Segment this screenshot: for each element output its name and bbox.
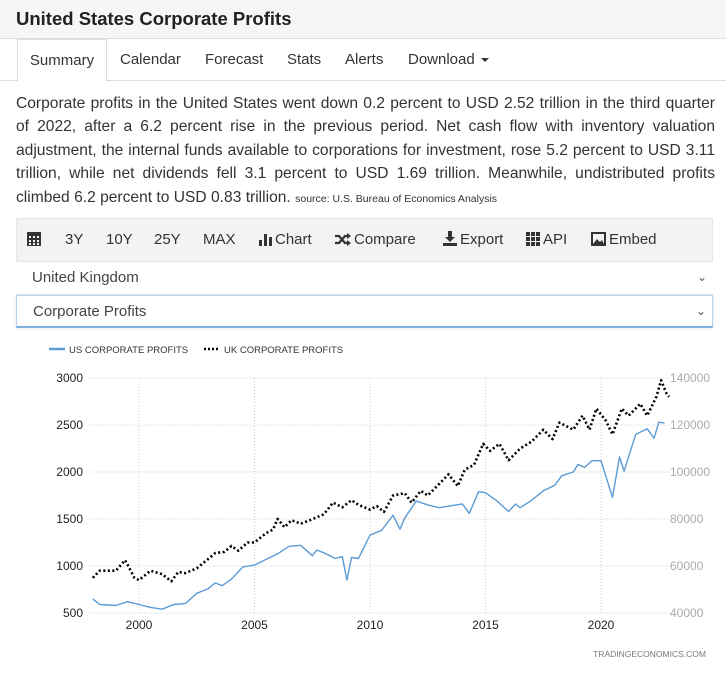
export-button[interactable]: Export — [443, 231, 503, 248]
range-max-button[interactable]: MAX — [203, 231, 236, 248]
bar-chart-icon — [259, 234, 272, 246]
tab-download-label: Download — [408, 51, 475, 68]
x-tick-label: 2020 — [588, 618, 615, 632]
y-right-tick-label: 40000 — [670, 606, 704, 620]
tab-calendar[interactable]: Calendar — [120, 51, 181, 68]
api-button[interactable]: API — [526, 231, 567, 248]
summary-text: Corporate profits in the United States w… — [16, 92, 715, 211]
tab-alerts[interactable]: Alerts — [345, 51, 384, 68]
shuffle-icon — [335, 233, 351, 246]
uk-profits-line — [91, 378, 671, 583]
download-icon — [443, 231, 457, 246]
compare-button[interactable]: Compare — [335, 231, 416, 248]
y-left-tick-label: 2000 — [56, 465, 83, 479]
chart-container: 500 40000 1000 60000 1500 80000 2000 100000 2500… — [16, 330, 716, 670]
source-text: source: U.S. Bureau of Economics Analysi… — [295, 192, 498, 205]
title-bar: United States Corporate Profits — [0, 0, 726, 39]
indicator-select[interactable]: Corporate Profits ⌄ — [16, 295, 713, 328]
country-select-value: United Kingdom — [32, 269, 139, 286]
tab-bar: Summary Calendar Forecast Stats Alerts D… — [0, 39, 726, 82]
y-right-tick-label: 80000 — [670, 512, 704, 526]
y-left-tick-label: 1500 — [56, 512, 83, 526]
y-left-tick-label: 500 — [63, 606, 83, 620]
calendar-icon — [27, 232, 41, 246]
tab-summary[interactable]: Summary — [17, 39, 107, 82]
grid-icon — [526, 232, 540, 246]
chart-toolbar: 3Y 10Y 25Y MAX Chart Compare Export API … — [16, 218, 713, 262]
tab-download[interactable]: Download — [408, 39, 489, 81]
us-profits-line — [92, 421, 665, 610]
legend-us-label: US CORPORATE PROFITS — [69, 345, 188, 356]
range-10y-button[interactable]: 10Y — [106, 231, 133, 248]
y-left-tick-label: 2500 — [56, 418, 83, 432]
x-tick-label: 2015 — [472, 618, 499, 632]
tab-forecast[interactable]: Forecast — [205, 51, 264, 68]
chart-label: Chart — [275, 231, 312, 248]
embed-label: Embed — [609, 231, 657, 248]
summary-body: Corporate profits in the United States w… — [16, 95, 715, 206]
image-icon — [591, 232, 606, 246]
embed-button[interactable]: Embed — [591, 231, 657, 248]
y-right-tick-label: 100000 — [670, 465, 710, 479]
range-3y-button[interactable]: 3Y — [65, 231, 84, 248]
x-tick-label: 2005 — [241, 618, 268, 632]
compare-label: Compare — [354, 231, 416, 248]
x-tick-label: 2010 — [357, 618, 384, 632]
y-right-tick-label: 140000 — [670, 371, 710, 385]
y-right-tick-label: 60000 — [670, 559, 704, 573]
caret-down-icon — [480, 58, 489, 63]
y-left-tick-label: 3000 — [56, 371, 83, 385]
page-title: United States Corporate Profits — [16, 8, 292, 29]
chart-button[interactable]: Chart — [259, 231, 312, 248]
watermark: TRADINGECONOMICS.COM — [593, 649, 706, 659]
corporate-profits-chart: 500 40000 1000 60000 1500 80000 2000 100000 2500… — [49, 345, 710, 659]
legend-uk-label: UK CORPORATE PROFITS — [224, 345, 343, 356]
chevron-down-icon: ⌄ — [696, 270, 707, 284]
tab-stats[interactable]: Stats — [287, 51, 322, 68]
x-tick-label: 2000 — [126, 618, 153, 632]
calendar-button[interactable] — [27, 231, 44, 248]
country-select[interactable]: United Kingdom ⌄ — [16, 262, 713, 295]
y-left-tick-label: 1000 — [56, 559, 83, 573]
api-label: API — [543, 231, 568, 248]
range-25y-button[interactable]: 25Y — [154, 231, 181, 248]
y-right-tick-label: 120000 — [670, 418, 710, 432]
export-label: Export — [460, 231, 504, 248]
indicator-select-value: Corporate Profits — [33, 303, 147, 320]
chevron-down-icon: ⌄ — [695, 304, 706, 318]
